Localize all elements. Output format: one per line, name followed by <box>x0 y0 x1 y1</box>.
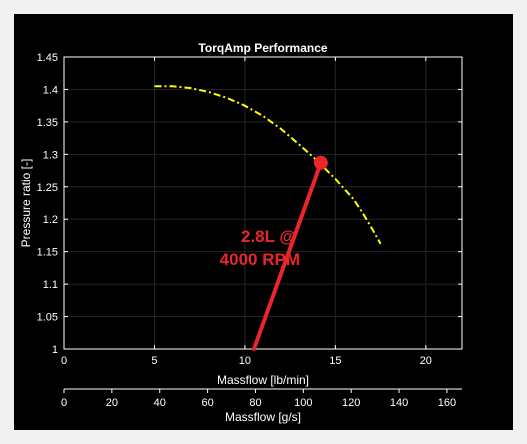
chart-svg: 1 1.05 1.1 1.15 1.2 1.25 1.3 1.35 1.4 1.45 0 5 10 15… <box>19 41 463 424</box>
x2-tick-label: 120 <box>342 397 360 409</box>
x2-tick-label: 60 <box>201 397 213 409</box>
y-tick-label: 1 <box>52 344 58 356</box>
x2-axis-title: Massflow [g/s] <box>225 410 301 424</box>
y-tick-label: 1.25 <box>37 182 58 194</box>
x-axis-ticks: 0 5 10 15 20 <box>61 57 432 367</box>
grid-lines <box>63 56 462 350</box>
y-tick-label: 1.3 <box>43 149 58 161</box>
y-tick-label: 1.15 <box>37 247 58 259</box>
chart-title: TorqAmp Performance <box>198 41 327 55</box>
x2-tick-label: 40 <box>154 397 166 409</box>
x-tick-label: 10 <box>239 355 251 367</box>
y-tick-label: 1.35 <box>37 117 58 129</box>
series-line <box>154 85 382 245</box>
x2-tick-label: 0 <box>61 397 67 409</box>
x2-tick-label: 80 <box>249 397 261 409</box>
y-tick-label: 1.4 <box>43 84 58 96</box>
x2-tick-label: 100 <box>294 397 312 409</box>
y-tick-label: 1.2 <box>43 214 58 226</box>
annotation-layer <box>251 155 328 351</box>
x2-tick-label: 140 <box>390 397 408 409</box>
y-axis-ticks: 1 1.05 1.1 1.15 1.2 1.25 1.3 1.35 1.4 1.45 <box>37 52 462 356</box>
chart-frame: 1 1.05 1.1 1.15 1.2 1.25 1.3 1.35 1.4 1.45 0 5 10 15… <box>14 14 513 430</box>
plot-area-border <box>63 56 463 350</box>
secondary-x-axis: 0 20 40 60 80 100 120 140 160 <box>61 388 462 409</box>
x-tick-label: 15 <box>329 355 341 367</box>
x-tick-label: 0 <box>61 355 67 367</box>
x2-tick-label: 20 <box>106 397 118 409</box>
y-axis-title: Pressure ratio [-] <box>19 159 33 248</box>
annotation-line-2: 4000 RPM <box>220 250 300 269</box>
series-layer <box>154 85 382 245</box>
x-tick-label: 5 <box>151 355 157 367</box>
y-tick-label: 1.1 <box>43 279 58 291</box>
x-axis-title: Massflow [lb/min] <box>217 373 309 387</box>
annotation-point-marker <box>313 155 328 170</box>
y-tick-label: 1.05 <box>37 312 58 324</box>
annotation-line-1: 2.8L @ <box>241 227 296 246</box>
x2-tick-label: 160 <box>438 397 456 409</box>
x-tick-label: 20 <box>420 355 432 367</box>
annotation-pointer-line <box>251 160 323 351</box>
y-tick-label: 1.45 <box>37 52 58 64</box>
